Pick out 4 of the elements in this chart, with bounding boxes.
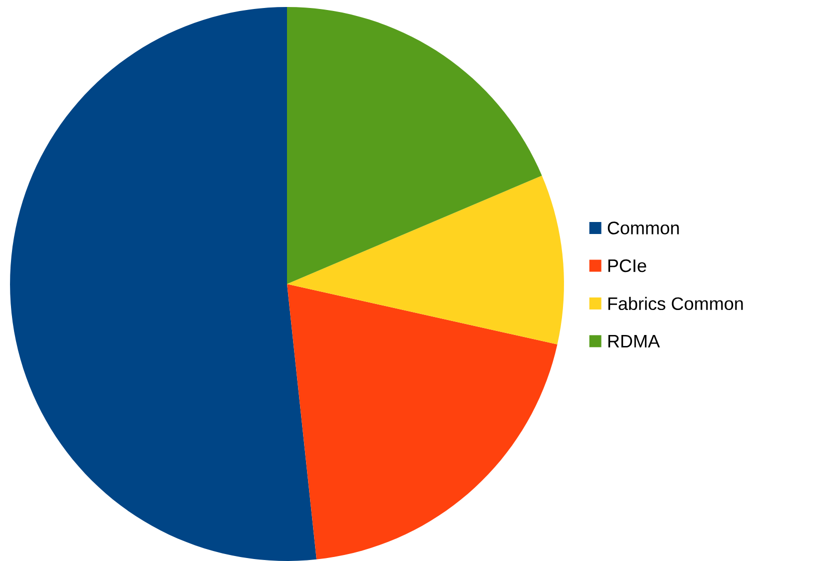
legend-label: Fabrics Common	[608, 296, 743, 310]
legend-label: Common	[608, 222, 679, 234]
legend-label: PCIe	[608, 259, 646, 272]
legend-label: RDMA	[608, 335, 660, 348]
